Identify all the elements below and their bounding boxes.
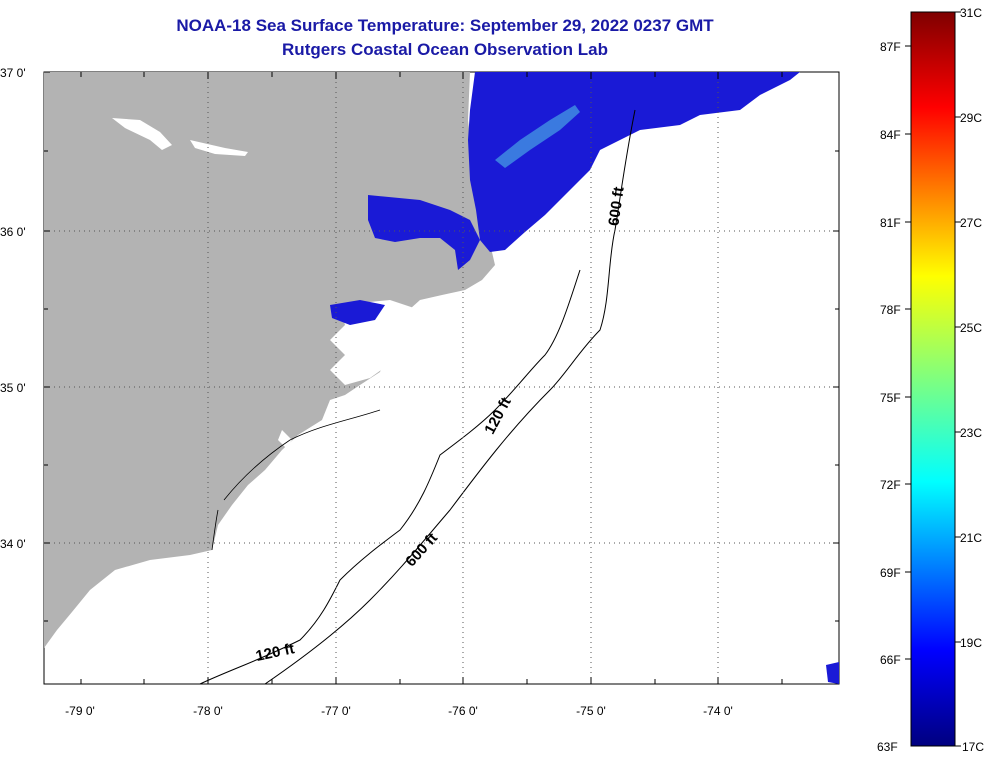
isobath-600 xyxy=(264,109,636,684)
lat-label: 36 0' xyxy=(0,225,26,239)
colorbar-label-f: 72F xyxy=(880,478,901,492)
lon-label: -74 0' xyxy=(703,704,733,718)
lon-label: -78 0' xyxy=(193,704,223,718)
colorbar-label-c: 27C xyxy=(960,216,982,230)
colorbar-label-f: 81F xyxy=(880,216,901,230)
lon-label: -76 0' xyxy=(448,704,478,718)
colorbar-label-c: 29C xyxy=(960,111,982,125)
sst-patch xyxy=(468,72,800,252)
lat-label: 34 0' xyxy=(0,537,26,551)
colorbar-label-f: 78F xyxy=(880,303,901,317)
map-title: NOAA-18 Sea Surface Temperature: Septemb… xyxy=(176,16,714,35)
colorbar-label-c: 17C xyxy=(962,740,984,754)
lat-label: 37 0' xyxy=(0,66,26,80)
colorbar-label-f: 69F xyxy=(880,566,901,580)
map-subtitle: Rutgers Coastal Ocean Observation Lab xyxy=(282,40,608,59)
colorbar-label-c: 19C xyxy=(960,636,982,650)
colorbar-label-f: 87F xyxy=(880,40,901,54)
colorbar-label-c: 31C xyxy=(960,6,982,20)
contour-label-600ft: 600 ft xyxy=(605,186,627,227)
colorbar-label-c: 25C xyxy=(960,321,982,335)
colorbar-label-c: 21C xyxy=(960,531,982,545)
ticks xyxy=(44,71,839,684)
lon-label: -79 0' xyxy=(65,704,95,718)
lon-label: -77 0' xyxy=(321,704,351,718)
lat-label: 35 0' xyxy=(0,381,26,395)
colorbar-label-c: 23C xyxy=(960,426,982,440)
isobath-120 xyxy=(199,269,581,684)
lon-label: -75 0' xyxy=(576,704,606,718)
grid xyxy=(44,72,839,684)
colorbar-ticks xyxy=(905,11,961,747)
colorbar-label-f: 84F xyxy=(880,128,901,142)
colorbar xyxy=(910,11,956,747)
colorbar-label-f: 75F xyxy=(880,391,901,405)
colorbar-label-f: 66F xyxy=(880,653,901,667)
colorbar-label-f: 63F xyxy=(877,740,898,754)
